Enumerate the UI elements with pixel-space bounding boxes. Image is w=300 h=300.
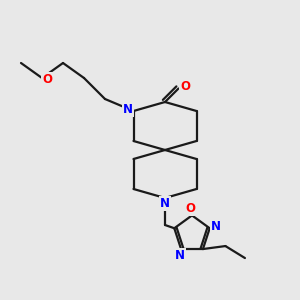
Text: N: N <box>123 103 133 116</box>
Text: O: O <box>185 202 196 215</box>
Text: N: N <box>160 197 170 210</box>
Text: O: O <box>180 80 190 94</box>
Text: N: N <box>175 249 184 262</box>
Text: O: O <box>42 73 52 86</box>
Text: N: N <box>211 220 221 233</box>
